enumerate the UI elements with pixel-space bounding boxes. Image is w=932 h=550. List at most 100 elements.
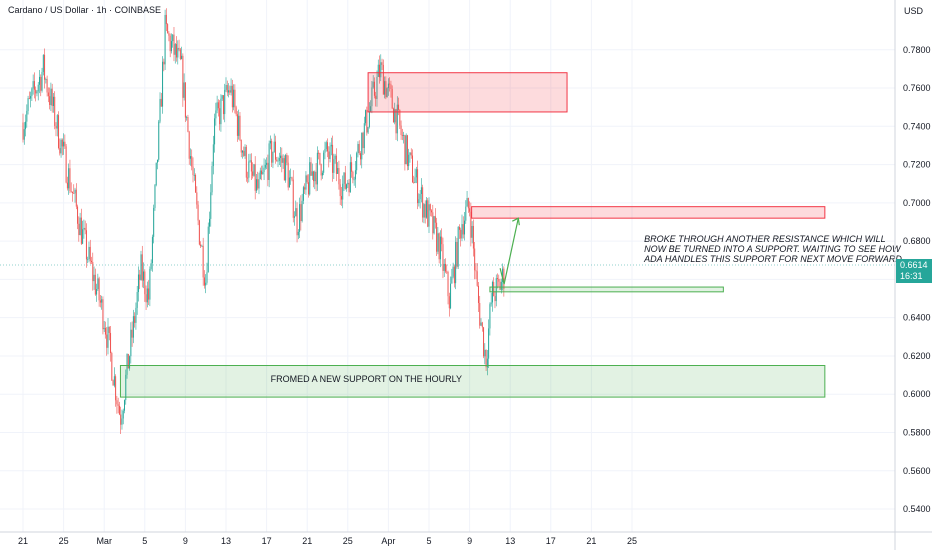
candle-body [495, 278, 497, 302]
annotation-text-1[interactable]: FROMED A NEW SUPPORT ON THE HOURLY [271, 374, 462, 384]
candle-body [338, 168, 340, 185]
candle-body [417, 169, 419, 204]
candle-body [165, 14, 167, 25]
candle-body [83, 227, 85, 230]
resistance-zone-0[interactable] [367, 72, 568, 113]
candle-body [498, 279, 500, 282]
currency-unit[interactable]: USD [904, 6, 924, 16]
candle-body [373, 81, 375, 96]
candle-body [94, 274, 96, 295]
candle-body [453, 266, 455, 284]
candle-body [442, 244, 444, 271]
x-tick-label: 17 [546, 536, 556, 546]
annotation-text-0[interactable]: ADA HANDLES THIS SUPPORT FOR NEXT MOVE F… [643, 254, 904, 264]
candle-body [314, 171, 316, 182]
support-zone-3[interactable] [119, 365, 826, 398]
candle-body [124, 400, 125, 411]
resistance-zone-1[interactable] [471, 206, 826, 219]
candle-body [367, 127, 369, 133]
candle-body [50, 88, 52, 105]
candle-body [59, 148, 61, 154]
y-tick-label: 0.6200 [903, 351, 931, 361]
candle-body [351, 162, 353, 172]
candle-body [158, 121, 160, 160]
candle-body [276, 159, 278, 162]
candle-body [268, 143, 270, 180]
candle-body [313, 171, 315, 182]
projection-arrow[interactable] [499, 217, 520, 285]
candle-body [319, 152, 321, 165]
candle-body [288, 177, 290, 188]
zones[interactable] [119, 72, 826, 398]
candle-body [354, 170, 356, 180]
candle-body [231, 85, 233, 108]
candle-body [296, 208, 298, 236]
candle-body [272, 151, 274, 163]
candle-body [286, 154, 288, 163]
candle-body [340, 196, 342, 200]
candle-body [149, 268, 151, 300]
candle-body [304, 187, 306, 190]
annotation-text-0[interactable]: NOW BE TURNED INTO A SUPPORT. WAITING TO… [644, 244, 902, 254]
candle-body [245, 146, 247, 178]
candle-body [235, 107, 237, 115]
candle-body [457, 226, 459, 267]
current-price-tag: 0.6614 16:31 [896, 259, 932, 283]
annotation-text-0[interactable]: BROKE THROUGH ANOTHER RESISTANCE WHICH W… [644, 234, 886, 244]
candle-body [73, 193, 75, 194]
x-tick-label: 13 [505, 536, 515, 546]
candle-body [419, 193, 421, 200]
candle-body [399, 109, 401, 126]
x-tick-label: 13 [221, 536, 231, 546]
y-tick-label: 0.7200 [903, 160, 931, 170]
candle-body [233, 89, 235, 108]
candle-body [112, 380, 114, 386]
x-axis[interactable]: 21 25 Mar 5 9 13 17 21 25 Apr 5 9 13 17 21 25 [18, 536, 637, 546]
candle-body [390, 84, 392, 89]
candle-body [51, 88, 53, 107]
candle-body [216, 102, 218, 111]
candle-body [368, 111, 370, 128]
candle-body [131, 329, 133, 338]
candle-body [255, 179, 257, 191]
candle-body [252, 171, 254, 176]
candle-body [466, 198, 468, 207]
candle-body [32, 81, 34, 89]
candle-body [27, 98, 29, 111]
candle-body [60, 139, 62, 154]
candle-body [122, 410, 124, 419]
candle-body [179, 49, 181, 59]
support-zone-2[interactable] [489, 286, 724, 293]
candle-body [362, 132, 364, 149]
candle-body [380, 62, 382, 78]
candle-body [359, 153, 361, 160]
candle-body [201, 245, 203, 247]
candle-body [493, 281, 495, 297]
candle-body [349, 162, 351, 193]
candle-body [448, 296, 450, 309]
candle-body [363, 123, 365, 149]
candle-body [22, 122, 24, 140]
candle-body [424, 204, 426, 218]
candle-body [337, 168, 339, 174]
current-price: 0.6614 [900, 260, 928, 270]
candle-body [168, 33, 170, 36]
candle-body [455, 241, 457, 284]
candle-body [344, 172, 346, 189]
candle-body [203, 277, 205, 286]
candle-body [28, 98, 30, 99]
candle-body [58, 115, 60, 149]
candle-body [52, 96, 54, 107]
candle-body [261, 170, 263, 175]
candle-body [151, 236, 153, 264]
candle-body [460, 229, 462, 239]
candle-body [134, 316, 136, 323]
annotations[interactable]: BROKE THROUGH ANOTHER RESISTANCE WHICH W… [271, 234, 905, 384]
candle-body [125, 374, 127, 401]
candle-body [427, 200, 429, 227]
candle-body [392, 108, 394, 123]
candle-body [186, 117, 188, 118]
candle-body [310, 162, 312, 176]
x-tick-label: 25 [627, 536, 637, 546]
